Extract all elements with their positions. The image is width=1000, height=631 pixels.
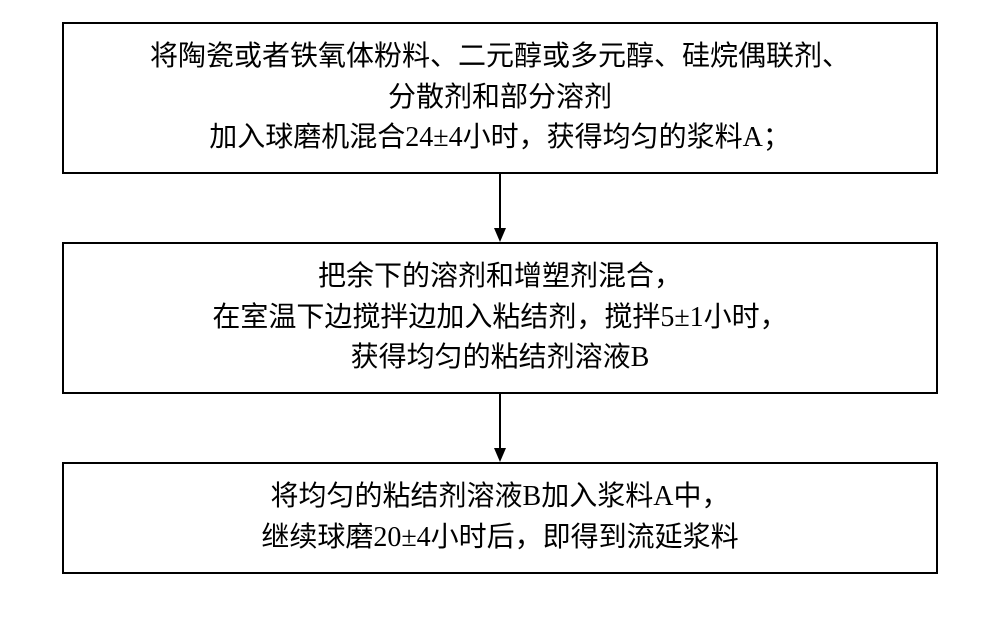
flowchart-node-2: 把余下的溶剂和增塑剂混合， 在室温下边搅拌边加入粘结剂，搅拌5±1小时， 获得均… [62, 242, 938, 394]
node-2-line-3: 获得均匀的粘结剂溶液B [351, 338, 650, 379]
node-3-line-2: 继续球磨20±4小时后，即得到流延浆料 [261, 518, 738, 559]
arrow-1-line [499, 174, 501, 228]
node-1-line-1: 将陶瓷或者铁氧体粉料、二元醇或多元醇、硅烷偶联剂、 [150, 37, 850, 78]
flowchart-node-3: 将均匀的粘结剂溶液B加入浆料A中， 继续球磨20±4小时后，即得到流延浆料 [62, 462, 938, 574]
flowchart-node-1: 将陶瓷或者铁氧体粉料、二元醇或多元醇、硅烷偶联剂、 分散剂和部分溶剂 加入球磨机… [62, 22, 938, 174]
arrow-2-line [499, 394, 501, 448]
node-1-line-3: 加入球磨机混合24±4小时，获得均匀的浆料A； [209, 118, 791, 159]
flowchart-canvas: 将陶瓷或者铁氧体粉料、二元醇或多元醇、硅烷偶联剂、 分散剂和部分溶剂 加入球磨机… [0, 0, 1000, 631]
node-2-line-2: 在室温下边搅拌边加入粘结剂，搅拌5±1小时， [212, 298, 787, 339]
arrow-1-head-icon [494, 228, 506, 242]
node-3-line-1: 将均匀的粘结剂溶液B加入浆料A中， [271, 477, 730, 518]
node-2-line-1: 把余下的溶剂和增塑剂混合， [318, 257, 682, 298]
node-1-line-2: 分散剂和部分溶剂 [388, 78, 612, 119]
arrow-2-head-icon [494, 448, 506, 462]
